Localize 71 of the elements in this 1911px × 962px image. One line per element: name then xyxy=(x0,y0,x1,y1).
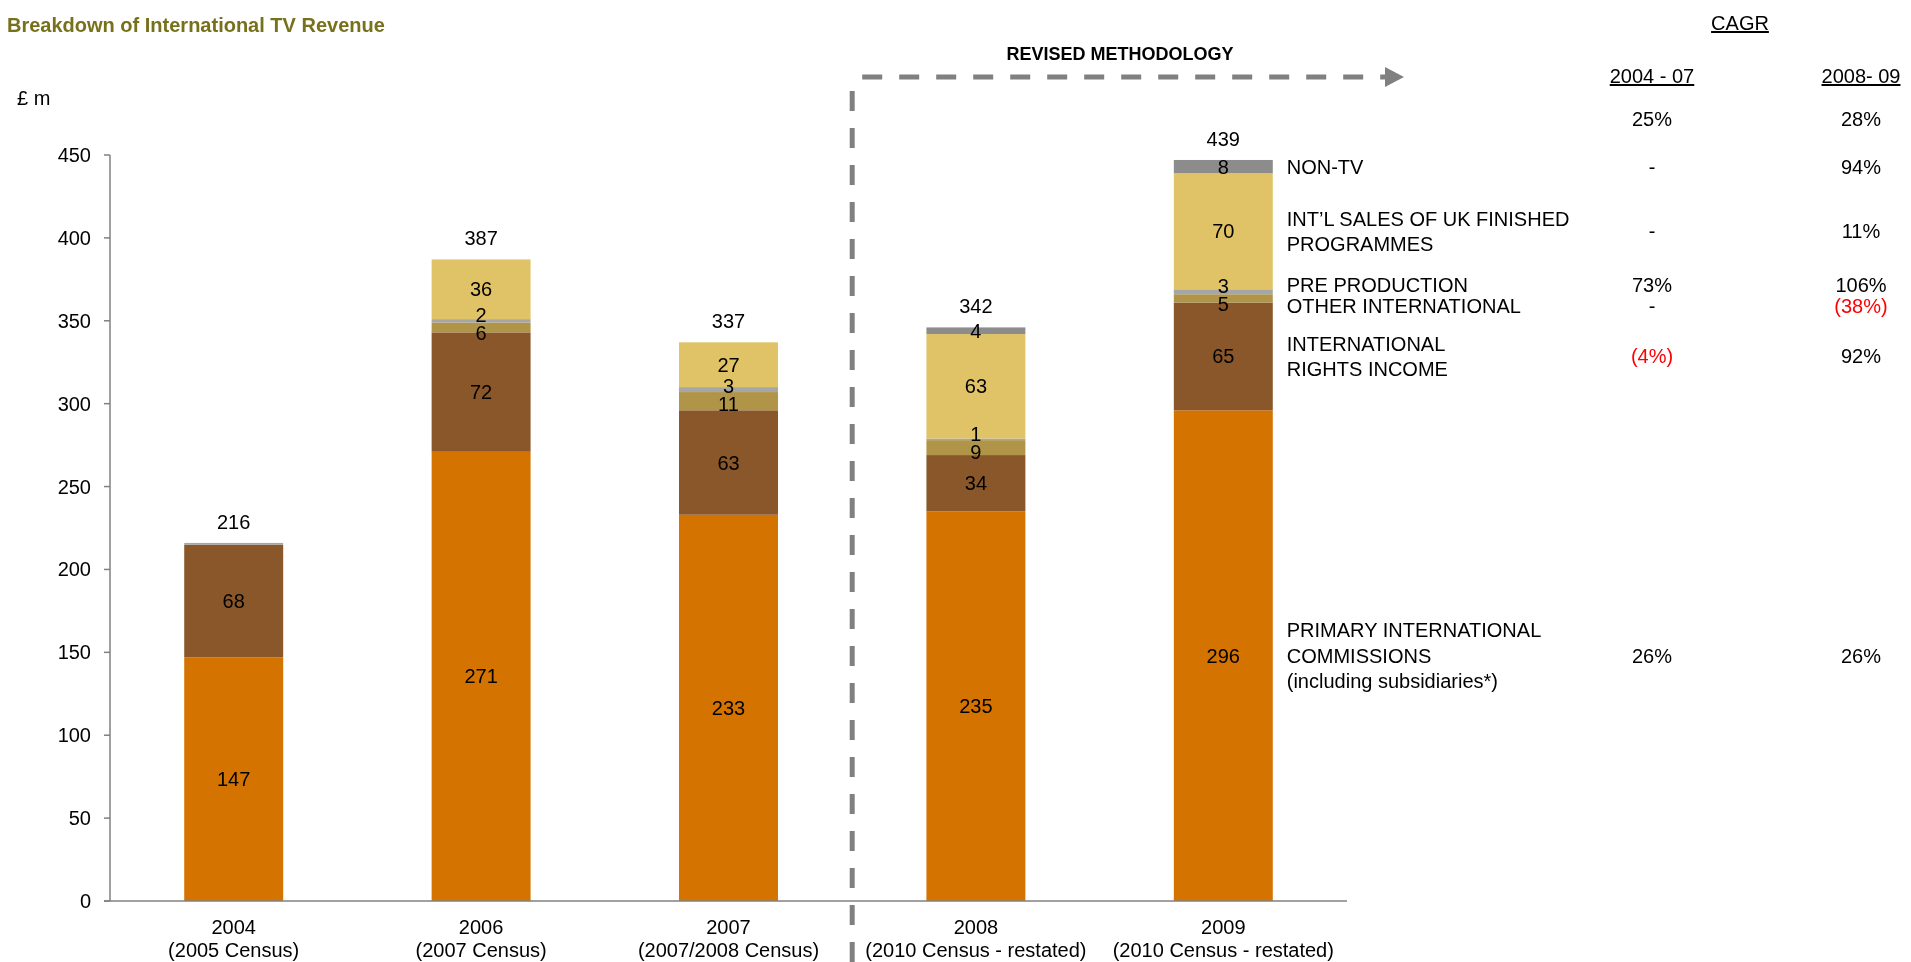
text: - xyxy=(1648,155,1656,178)
text: 92% xyxy=(1840,345,1882,368)
data-label: 296 xyxy=(1206,644,1240,667)
text: REVISED METHODOLOGY xyxy=(1006,44,1234,65)
data-label: 27 xyxy=(717,353,740,376)
data-label: 63 xyxy=(717,451,740,474)
text: 73% xyxy=(1631,273,1673,296)
text: 11% xyxy=(1841,220,1881,243)
total-label: 387 xyxy=(464,227,498,250)
text: (4%) xyxy=(1630,345,1674,368)
x-tick-label: 2004 (2005 Census) xyxy=(168,915,300,961)
y-axis-title: £ m xyxy=(17,87,51,109)
y-tick-label: 200 xyxy=(57,558,91,581)
y-tick-label: 50 xyxy=(68,807,91,830)
bar xyxy=(431,259,531,320)
series-label: NON-TV xyxy=(1286,155,1365,178)
data-label: 147 xyxy=(217,768,251,791)
data-label: 70 xyxy=(1212,220,1235,243)
bar xyxy=(184,657,284,901)
total-label: 337 xyxy=(711,310,746,333)
data-label: 8 xyxy=(1217,155,1229,178)
text: (38%) xyxy=(1834,294,1888,317)
y-tick-label: 450 xyxy=(57,144,91,166)
data-label: 65 xyxy=(1212,345,1235,368)
text: 94% xyxy=(1840,155,1882,178)
series-label: PRE PRODUCTION xyxy=(1286,273,1468,296)
data-label: 233 xyxy=(711,696,746,719)
bar xyxy=(184,544,284,658)
chart-title: Breakdown of International TV Revenue xyxy=(7,14,385,36)
text: 106% xyxy=(1835,273,1887,296)
bar xyxy=(1173,410,1273,901)
annotation: 342 xyxy=(959,295,993,318)
total-label: 216 xyxy=(217,510,251,533)
y-tick-label: 250 xyxy=(57,475,91,498)
text: 25% xyxy=(1631,108,1673,130)
data-label: 271 xyxy=(464,665,498,688)
text: 439 xyxy=(1206,127,1240,150)
series-label: OTHER INTERNATIONAL xyxy=(1286,294,1521,317)
text: 26% xyxy=(1840,644,1882,667)
x-tick-label: 2007 (2007/2008 Census) xyxy=(637,915,820,961)
y-tick-label: 350 xyxy=(57,309,91,332)
data-label: 63 xyxy=(964,375,988,398)
bar xyxy=(1173,159,1273,174)
text: 26% xyxy=(1631,644,1673,667)
bar xyxy=(679,392,778,411)
data-label: 68 xyxy=(222,589,245,612)
text: 2004 - 07 xyxy=(1609,65,1695,87)
data-label: 36 xyxy=(469,278,493,301)
text: - xyxy=(1648,294,1656,317)
y-tick-label: 0 xyxy=(79,890,91,912)
series-label: INTERNATIONAL RIGHTS INCOME xyxy=(1286,332,1448,381)
y-tick-label: 100 xyxy=(57,724,91,747)
text: 2008- 09 xyxy=(1821,65,1901,87)
x-tick-label: 2006 (2007 Census) xyxy=(415,915,547,961)
bar xyxy=(926,511,1026,901)
bar xyxy=(431,451,531,901)
text: 28% xyxy=(1840,108,1882,130)
data-label: 235 xyxy=(959,695,993,718)
series-label: PRIMARY INTERNATIONAL COMMISSIONS (including subsidiaries*) xyxy=(1286,619,1542,693)
y-tick-label: 300 xyxy=(57,392,91,415)
text: CAGR xyxy=(1711,12,1769,34)
data-label: 34 xyxy=(964,472,988,495)
data-label: 72 xyxy=(469,381,493,404)
x-tick-label: 2008 (2010 Census - restated) xyxy=(865,915,1087,961)
bar xyxy=(679,514,778,901)
bar xyxy=(679,410,778,515)
y-tick-label: 150 xyxy=(57,641,91,664)
text: - xyxy=(1648,220,1656,243)
series-label: INT’L SALES OF UK FINISHED PROGRAMMES xyxy=(1286,207,1570,256)
y-tick-label: 400 xyxy=(57,226,91,249)
x-tick-label: 2009 (2010 Census - restated) xyxy=(1112,915,1334,961)
